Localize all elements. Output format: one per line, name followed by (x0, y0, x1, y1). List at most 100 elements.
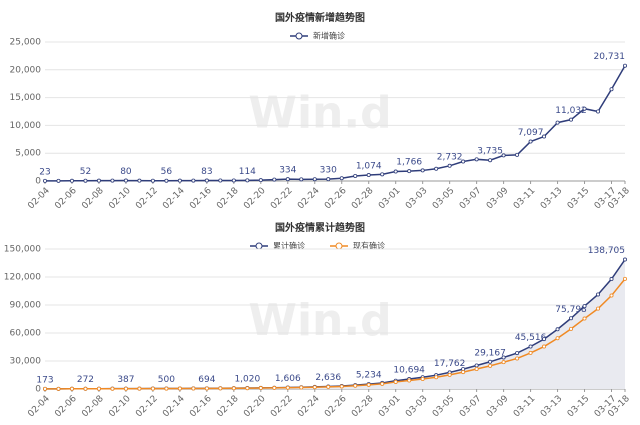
point (555, 336, 560, 341)
x-tick-label: 02-08 (80, 186, 106, 212)
data-label: 7,097 (518, 128, 544, 138)
y-tick-label: 10,000 (10, 121, 42, 131)
point (69, 178, 74, 183)
x-tick-label: 02-16 (188, 394, 214, 420)
data-label: 17,762 (434, 359, 466, 369)
legend-marker (255, 242, 263, 250)
point (488, 359, 493, 364)
point (43, 386, 48, 391)
x-tick-label: 02-22 (269, 394, 295, 420)
point (488, 363, 493, 368)
y-tick-label: 150,000 (4, 245, 41, 255)
x-tick-label: 03-09 (485, 186, 511, 212)
point (164, 386, 169, 391)
point (542, 337, 547, 342)
x-tick-label: 02-18 (215, 394, 241, 420)
x-tick-label: 03-07 (458, 394, 484, 420)
point (245, 386, 250, 391)
point (501, 153, 506, 158)
point (555, 327, 560, 332)
point (474, 363, 479, 368)
point (609, 277, 614, 282)
point (191, 178, 196, 183)
data-label: 11,032 (555, 106, 587, 116)
point (501, 360, 506, 365)
point (272, 385, 277, 390)
point (542, 344, 547, 349)
point (474, 367, 479, 372)
x-tick-label: 03-05 (431, 186, 457, 212)
y-tick-label: 120,000 (4, 273, 41, 283)
data-label: 52 (80, 167, 91, 177)
point (474, 157, 479, 162)
data-label: 23 (39, 167, 50, 177)
point (191, 386, 196, 391)
y-tick-label: 30,000 (10, 357, 42, 367)
x-tick-label: 02-04 (26, 186, 52, 212)
x-tick-label: 02-12 (134, 186, 160, 212)
point (83, 386, 88, 391)
point (461, 159, 466, 164)
point (528, 344, 533, 349)
point (501, 355, 506, 360)
point (515, 351, 520, 356)
point (555, 120, 560, 125)
x-tick-label: 03-15 (566, 186, 592, 212)
x-tick-label: 02-20 (242, 186, 268, 212)
x-tick-label: 03-15 (566, 394, 592, 420)
data-label: 80 (120, 167, 132, 177)
point (312, 385, 317, 390)
point (407, 169, 412, 174)
x-tick-label: 02-08 (80, 394, 106, 420)
point (380, 381, 385, 386)
legend-marker (335, 242, 343, 250)
point (231, 386, 236, 391)
point (272, 177, 277, 182)
point (258, 386, 263, 391)
x-tick-label: 03-05 (431, 394, 457, 420)
data-label: 20,731 (594, 52, 626, 62)
point (528, 350, 533, 355)
data-label: 173 (36, 375, 53, 385)
watermark: Win.d (248, 88, 391, 139)
data-label: 272 (77, 375, 94, 385)
point (569, 117, 574, 122)
point (339, 384, 344, 389)
point (110, 386, 115, 391)
data-label: 10,694 (393, 366, 425, 376)
y-tick-label: 20,000 (10, 65, 42, 75)
x-tick-label: 02-12 (134, 394, 160, 420)
point (137, 386, 142, 391)
point (285, 385, 290, 390)
data-label: 56 (161, 167, 173, 177)
point (245, 178, 250, 183)
point (123, 386, 128, 391)
x-tick-label: 02-24 (296, 394, 322, 420)
point (43, 178, 48, 183)
data-label: 114 (239, 167, 256, 177)
point (353, 173, 358, 178)
data-label: 138,705 (588, 246, 625, 256)
point (204, 178, 209, 183)
point (299, 385, 304, 390)
point (528, 139, 533, 144)
point (56, 386, 61, 391)
data-label: 45,516 (515, 333, 547, 343)
point (393, 169, 398, 174)
area (45, 259, 625, 389)
line (44, 65, 626, 182)
point (218, 178, 223, 183)
data-label: 5,234 (356, 371, 382, 381)
point (407, 378, 412, 383)
x-tick-label: 02-28 (350, 394, 376, 420)
x-tick-label: 02-10 (107, 394, 133, 420)
y-tick-label: 90,000 (10, 301, 42, 311)
data-label: 1,020 (234, 375, 260, 385)
y-tick-label: 0 (35, 177, 41, 187)
point (582, 304, 587, 309)
x-tick-label: 03-11 (512, 186, 538, 212)
point (339, 176, 344, 181)
data-label: 3,735 (477, 147, 503, 157)
point (569, 316, 574, 321)
y-tick-label: 15,000 (10, 93, 42, 103)
